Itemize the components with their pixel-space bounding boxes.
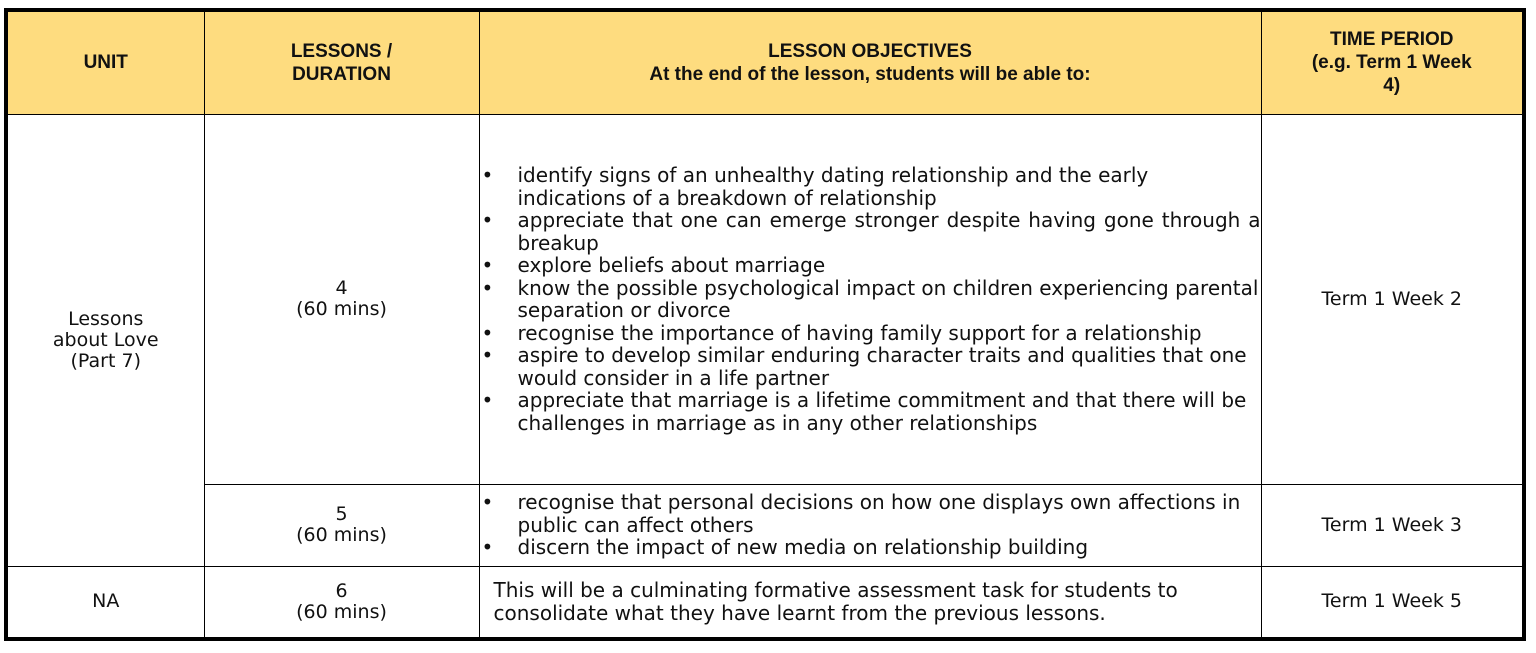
- unit-name-line3: (Part 7): [70, 349, 141, 372]
- list-item: recognise the importance of having famil…: [480, 321, 1261, 345]
- list-item: explore beliefs about marriage: [480, 254, 1261, 277]
- unit-name-line2: about Love: [52, 328, 159, 351]
- header-time-title: TIME PERIOD: [1329, 29, 1454, 51]
- unit-name-line1: Lessons: [68, 307, 144, 330]
- header-duration-label: DURATION: [292, 63, 391, 85]
- objectives-cell: identify signs of an unhealthy dating re…: [478, 113, 1262, 485]
- assessment-description-cell: This will be a culminating formative ass…: [478, 565, 1262, 637]
- lesson-plan-table: UNIT LESSONS / DURATION LESSON OBJECTIVE…: [8, 12, 1522, 637]
- objectives-list: recognise that personal decisions on how…: [480, 491, 1261, 559]
- list-item: appreciate that one can emerge stronger …: [480, 209, 1261, 254]
- list-item: know the possible psychological impact o…: [480, 276, 1261, 322]
- time-period-cell: Term 1 Week 3: [1260, 483, 1522, 567]
- header-time-period: TIME PERIOD (e.g. Term 1 Week 4): [1260, 12, 1522, 115]
- header-unit: UNIT: [8, 12, 205, 115]
- header-lesson-objectives: LESSON OBJECTIVES At the end of the less…: [478, 12, 1262, 115]
- time-period-cell: Term 1 Week 5: [1260, 565, 1522, 637]
- time-period-cell: Term 1 Week 2: [1260, 113, 1522, 485]
- list-item: recognise that personal decisions on how…: [480, 491, 1261, 536]
- lesson-number: 5: [335, 503, 348, 525]
- header-objectives-title: LESSON OBJECTIVES: [768, 40, 972, 62]
- header-row: UNIT LESSONS / DURATION LESSON OBJECTIVE…: [8, 12, 1522, 115]
- unit-cell: NA: [8, 565, 205, 637]
- lesson-duration-cell: 5 (60 mins): [203, 483, 480, 567]
- table-row: NA 6 (60 mins) This will be a culminatin…: [8, 565, 1522, 637]
- table-row: 5 (60 mins) recognise that personal deci…: [8, 483, 1522, 567]
- objectives-cell: recognise that personal decisions on how…: [478, 483, 1262, 567]
- list-item: discern the impact of new media on relat…: [480, 536, 1261, 559]
- header-time-example-end: 4): [1383, 75, 1401, 97]
- table-row: Lessons about Love (Part 7) 4 (60 mins) …: [8, 113, 1522, 567]
- list-item: aspire to develop similar enduring chara…: [480, 344, 1261, 389]
- header-lessons-duration: LESSONS / DURATION: [203, 12, 480, 115]
- lesson-duration-cell: 4 (60 mins): [203, 113, 480, 485]
- lesson-duration: (60 mins): [296, 600, 387, 623]
- list-item: appreciate that marriage is a lifetime c…: [480, 389, 1261, 434]
- lesson-plan-table-frame: UNIT LESSONS / DURATION LESSON OBJECTIVE…: [4, 8, 1526, 641]
- lesson-duration: (60 mins): [296, 298, 387, 320]
- header-objectives-subtitle: At the end of the lesson, students will …: [649, 63, 1091, 85]
- list-item: identify signs of an unhealthy dating re…: [480, 164, 1261, 209]
- lesson-duration: (60 mins): [296, 524, 387, 546]
- header-unit-label: UNIT: [83, 52, 128, 74]
- unit-cell: Lessons about Love (Part 7): [8, 113, 205, 567]
- lesson-number: 4: [335, 277, 348, 299]
- header-lessons-label: LESSONS /: [290, 40, 393, 62]
- lesson-number: 6: [335, 579, 348, 602]
- lesson-duration-cell: 6 (60 mins): [203, 565, 480, 637]
- header-time-example: (e.g. Term 1 Week: [1311, 52, 1472, 74]
- objectives-list: identify signs of an unhealthy dating re…: [480, 164, 1261, 434]
